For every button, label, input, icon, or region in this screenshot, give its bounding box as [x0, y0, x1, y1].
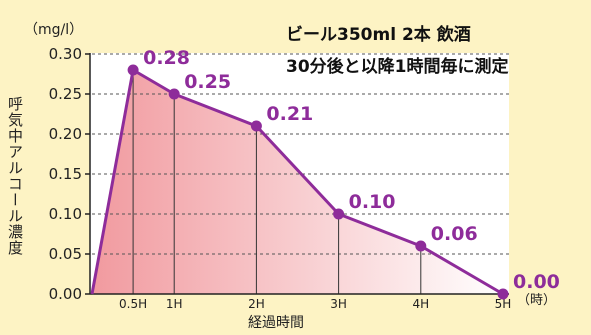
data-point-5 [415, 240, 427, 252]
y-unit-label: （mg/l） [24, 22, 83, 38]
data-label-1: 0.28 [143, 47, 190, 69]
title-line-2: 30分後と以降1時間毎に測定 [286, 56, 509, 77]
data-label-3: 0.21 [266, 103, 313, 125]
x-tick-label-2: 2H [248, 297, 265, 311]
data-label-6: 0.00 [513, 271, 560, 293]
data-point-4 [333, 208, 345, 220]
area-fill [92, 70, 503, 294]
y-axis-label: 呼気中アルコール濃度 [6, 96, 24, 256]
x-tick-label-3: 3H [330, 297, 347, 311]
data-point-6 [497, 288, 509, 300]
drop-lines [132, 70, 422, 294]
title-line-1: ビール350ml 2本 飲酒 [286, 24, 471, 45]
data-label-5: 0.06 [431, 223, 478, 245]
x-tick-label-0: 0.5H [119, 297, 147, 311]
y-ticks: 0.30 0.25 0.20 0.15 0.10 0.05 0.00 [49, 45, 90, 303]
y-tick-label-1: 0.25 [49, 85, 82, 103]
x-tick-label-5: 5H [495, 297, 512, 311]
data-point-2 [168, 88, 180, 100]
x-tick-label-4: 4H [412, 297, 429, 311]
x-tick-label-1: 1H [166, 297, 183, 311]
x-ticks: 0.5H 1H 2H 3H 4H 5H [119, 297, 511, 311]
data-label-2: 0.25 [184, 71, 231, 93]
y-tick-label-4: 0.10 [49, 205, 82, 223]
x-unit-label: （時） [517, 293, 556, 308]
data-label-4: 0.10 [349, 191, 396, 213]
data-labels: 0.280.25 0.21 0.10 0.06 0.00 [143, 47, 560, 293]
y-tick-label-2: 0.20 [49, 125, 82, 143]
data-points [127, 64, 509, 300]
data-point-3 [250, 120, 262, 132]
x-axis-label: 経過時間 [248, 315, 304, 331]
y-tick-label-3: 0.15 [49, 165, 82, 183]
y-tick-label-6: 0.00 [49, 285, 82, 303]
y-tick-label-5: 0.05 [49, 245, 82, 263]
data-point-1 [127, 64, 139, 76]
y-tick-label-0: 0.30 [49, 45, 82, 63]
